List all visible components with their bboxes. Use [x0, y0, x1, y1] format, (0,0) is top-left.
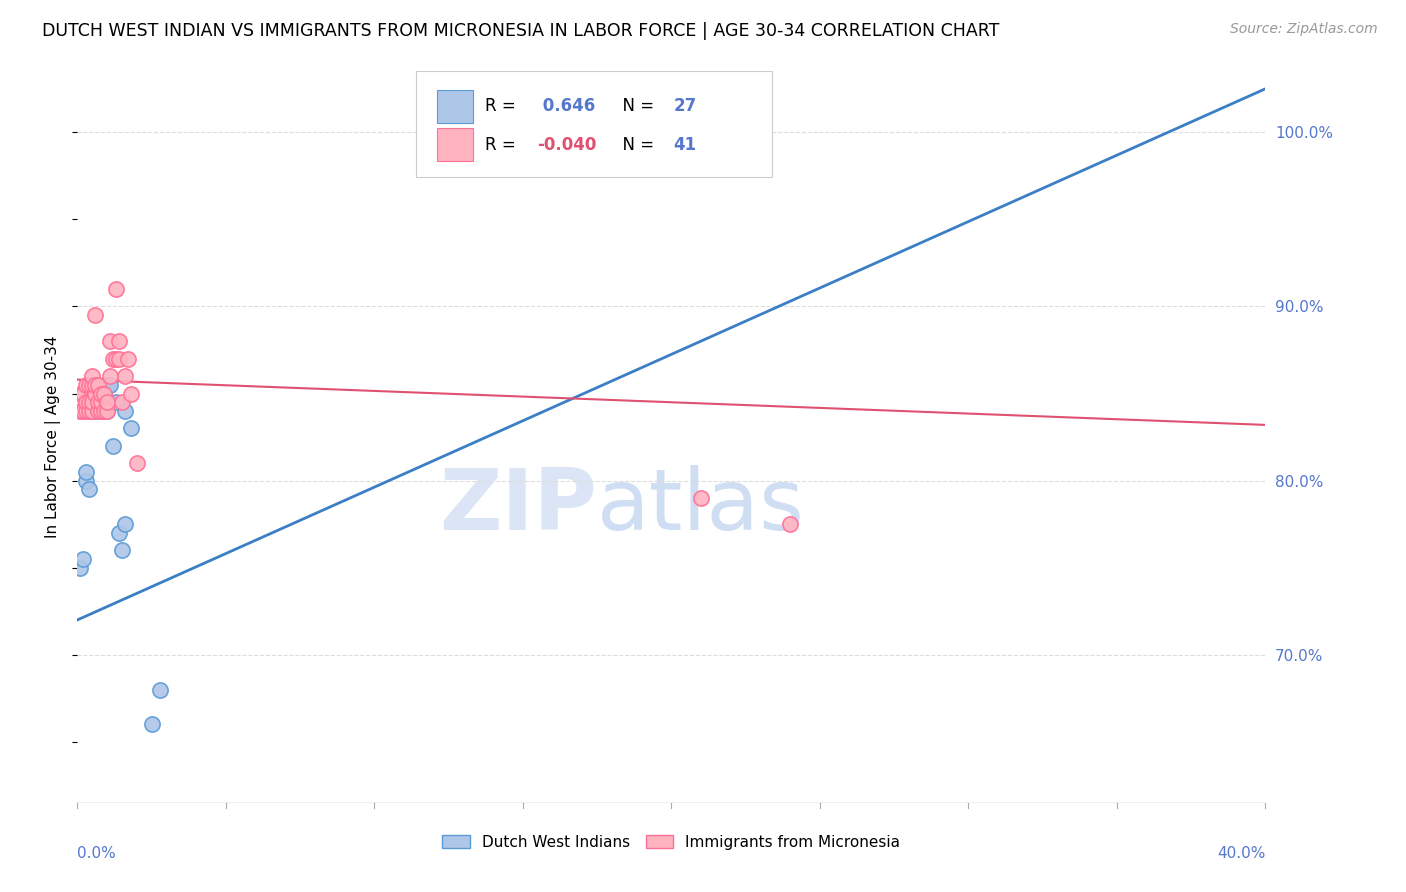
Point [72, 386, 94, 401]
Point [104, 395, 127, 409]
Y-axis label: In Labor Force | Age 30-34: In Labor Force | Age 30-34 [45, 335, 62, 539]
Text: DUTCH WEST INDIAN VS IMMIGRANTS FROM MICRONESIA IN LABOR FORCE | AGE 30-34 CORRE: DUTCH WEST INDIAN VS IMMIGRANTS FROM MIC… [42, 22, 1000, 40]
Point [93, 386, 115, 401]
Point [96, 395, 118, 409]
Point [69, 404, 91, 418]
Point [117, 351, 139, 366]
Point [96, 404, 118, 418]
Point [84, 377, 107, 392]
Point [93, 404, 115, 418]
Point [72, 552, 94, 566]
Point [82, 369, 104, 384]
Point [82, 377, 104, 392]
Point [690, 491, 713, 505]
Point [98, 334, 121, 349]
Point [90, 404, 112, 418]
Point [120, 421, 142, 435]
Point [114, 369, 136, 384]
FancyBboxPatch shape [416, 71, 772, 178]
Point [108, 351, 131, 366]
Point [87, 377, 110, 392]
Text: N =: N = [612, 96, 659, 115]
Text: Source: ZipAtlas.com: Source: ZipAtlas.com [1230, 22, 1378, 37]
Point [75, 465, 97, 479]
Point [101, 351, 124, 366]
Text: R =: R = [485, 96, 520, 115]
Point [77, 404, 100, 418]
FancyBboxPatch shape [437, 89, 472, 122]
Point [779, 517, 801, 532]
Text: N =: N = [612, 136, 659, 153]
Point [77, 404, 100, 418]
Point [93, 404, 115, 418]
Point [120, 386, 142, 401]
Point [111, 395, 134, 409]
Point [69, 386, 91, 401]
Text: 41: 41 [673, 136, 697, 153]
Point [104, 351, 127, 366]
Point [98, 369, 121, 384]
Point [84, 386, 107, 401]
Point [72, 404, 94, 418]
Point [90, 404, 112, 418]
Point [141, 717, 163, 731]
Point [82, 404, 104, 418]
Point [104, 282, 127, 296]
Point [108, 334, 131, 349]
Point [98, 377, 121, 392]
Point [87, 377, 110, 392]
Point [75, 404, 97, 418]
Point [87, 404, 110, 418]
Legend: Dutch West Indians, Immigrants from Micronesia: Dutch West Indians, Immigrants from Micr… [434, 827, 908, 857]
Point [101, 439, 124, 453]
Text: 0.646: 0.646 [537, 96, 595, 115]
Point [114, 517, 136, 532]
Point [114, 404, 136, 418]
Point [84, 377, 107, 392]
Point [84, 308, 107, 322]
Point [93, 386, 115, 401]
Point [77, 377, 100, 392]
Point [90, 386, 112, 401]
Point [84, 404, 107, 418]
Point [111, 543, 134, 558]
Text: -0.040: -0.040 [537, 136, 596, 153]
Point [75, 395, 97, 409]
Point [69, 560, 91, 574]
Text: 40.0%: 40.0% [1218, 847, 1265, 862]
Point [87, 395, 110, 409]
Text: 27: 27 [673, 96, 697, 115]
Point [149, 682, 172, 697]
Text: atlas: atlas [598, 466, 806, 549]
Point [82, 404, 104, 418]
Point [82, 377, 104, 392]
Point [82, 395, 104, 409]
Text: ZIP: ZIP [439, 466, 598, 549]
Text: 0.0%: 0.0% [77, 847, 117, 862]
Point [96, 377, 118, 392]
Point [96, 404, 118, 418]
Point [87, 395, 110, 409]
FancyBboxPatch shape [437, 128, 472, 161]
Text: R =: R = [485, 136, 520, 153]
Point [108, 525, 131, 540]
Point [75, 474, 97, 488]
Point [77, 483, 100, 497]
Point [75, 377, 97, 392]
Point [90, 395, 112, 409]
Point [77, 395, 100, 409]
Point [125, 456, 148, 470]
